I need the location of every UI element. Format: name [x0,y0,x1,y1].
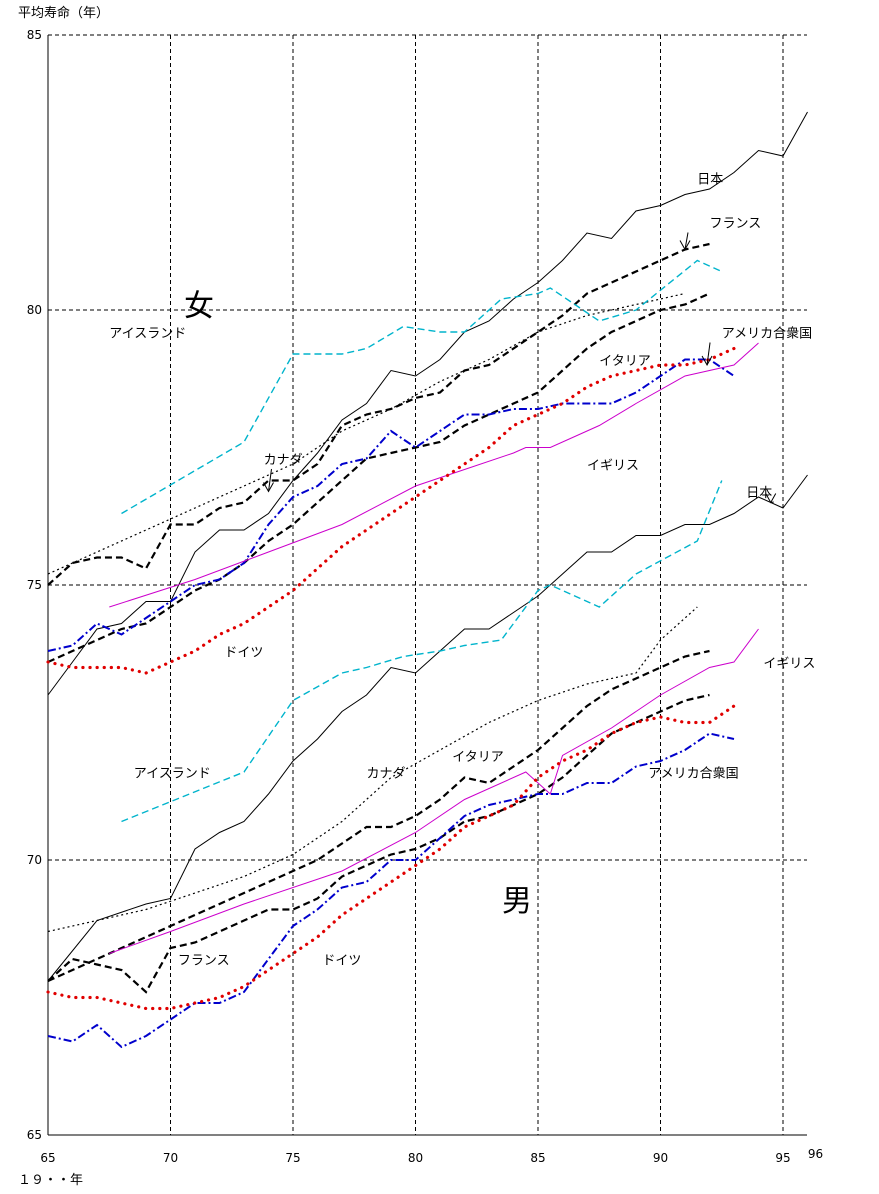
grid [48,34,807,1135]
annotation-arrowhead [679,240,691,251]
series-annotation: イギリス [763,657,815,672]
y-tick-label: 75 [27,578,42,592]
series-line-female-usa [47,358,735,652]
annotation-arrow [684,232,689,250]
series-line-female-france [47,242,710,586]
series-annotation: アイスランド [134,767,211,782]
female-group-label: 女 [184,289,214,324]
series-line-male-germany [46,704,736,1011]
annotation-arrowhead [263,482,274,493]
y-tick-label: 85 [27,28,42,42]
series-annotation: カナダ [264,453,303,468]
series-annotation: フランス [178,954,230,969]
x-tick-label: 65 [40,1151,55,1165]
series-annotation: ドイツ [322,954,361,969]
y-tick-label: 70 [27,853,42,867]
x-tick-label: 85 [530,1151,545,1165]
x-tick-label: 90 [653,1151,668,1165]
series-line-male-iceland [121,480,723,823]
x-tick-label: 70 [163,1151,178,1165]
series-line-male-france [47,693,710,994]
series-annotation: アメリカ合衆国 [648,766,738,782]
annotation-arrowhead [765,493,777,504]
x-axis-label: １９・・年 [18,1173,83,1188]
y-axis-label: 平均寿命（年） [18,5,109,21]
x-tick-label: 96 [808,1147,823,1161]
series-line-male-italy [47,649,710,983]
series-annotation: イタリア [599,354,650,369]
series-annotation: アイスランド [109,327,186,342]
annotation-arrow [706,342,711,366]
series-line-male-usa [47,732,735,1049]
x-tick-label: 75 [285,1151,300,1165]
male-group-label: 男 [502,884,532,919]
series-annotation: 日本 [697,173,723,188]
series-annotation: ドイツ [224,646,263,661]
x-tick-label: 80 [408,1151,423,1165]
annotation-arrowhead [701,355,713,367]
series-annotation: アメリカ合衆国 [722,326,812,342]
series-annotation: イタリア [452,750,503,765]
x-tick-label: 95 [775,1151,790,1165]
y-tick-label: 65 [27,1128,42,1142]
series-line-male-japan [47,474,808,982]
series-annotation: イギリス [587,459,639,474]
series-group [46,111,808,1049]
series-annotation: フランス [710,217,762,232]
series-annotation: 日本 [746,486,772,501]
series-line-female-iceland [121,259,723,515]
y-tick-label: 80 [27,303,42,317]
series-line-female-japan [47,111,808,696]
annotation-arrow [268,468,272,492]
series-annotation: カナダ [367,767,406,782]
series-line-female-uk [109,342,759,608]
series-line-female-canada [47,292,686,575]
series-line-male-uk [109,628,759,954]
